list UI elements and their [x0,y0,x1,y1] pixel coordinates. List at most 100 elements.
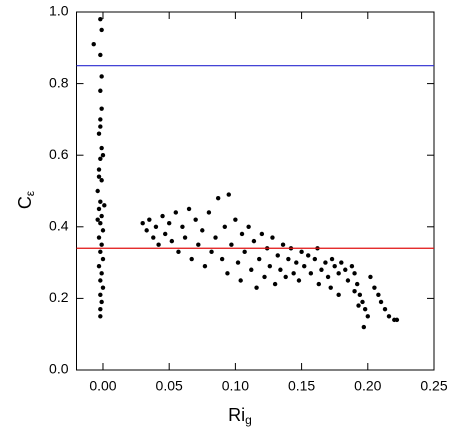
x-tick-label: 0.15 [288,378,315,394]
point [176,249,181,255]
point [95,188,100,194]
x-label-sub: g [245,413,252,427]
point [96,235,102,240]
point [345,278,351,283]
point [259,231,265,237]
point [316,281,322,287]
point [286,256,291,262]
point [349,263,355,269]
point [386,314,392,319]
point [308,271,314,276]
point [365,314,370,319]
point [394,317,400,323]
point [151,235,156,240]
point [299,249,304,255]
point [144,228,149,233]
x-tick-label: 0.00 [89,378,116,394]
point [189,256,194,262]
point [160,213,165,219]
point [233,217,238,222]
x-tick-label: 0.20 [354,378,381,394]
point [99,213,104,219]
point [275,253,280,258]
point [328,285,333,290]
point [332,263,337,269]
point [98,117,103,122]
y-tick-label: 0.4 [49,218,69,234]
point [382,306,388,312]
point [378,299,384,305]
point [319,267,324,272]
point [95,217,100,222]
point [372,285,377,290]
point [186,206,192,212]
y-tick-label: 0.6 [49,146,69,162]
point [323,260,328,265]
point [336,292,341,298]
y-tick-label: 0.2 [49,289,69,305]
point [98,306,103,312]
point [246,224,251,229]
point [91,42,96,47]
point [249,267,254,272]
point [180,224,185,229]
point [96,263,102,269]
point [200,228,205,233]
point [294,260,299,265]
y-axis-label: Cε [15,190,37,209]
point [98,52,103,58]
point [169,238,175,244]
x-tick-label: 0.25 [420,378,447,394]
point [361,324,367,330]
point [336,271,341,276]
point [376,292,381,298]
point [368,274,373,280]
point [291,271,296,276]
point [99,106,104,111]
point [98,249,103,255]
point [173,210,179,215]
point [99,74,104,79]
y-label-sub: ε [23,190,37,196]
point [96,174,102,179]
point [100,285,106,290]
point [280,242,286,247]
point [257,256,262,262]
point [272,281,278,287]
point [153,224,159,229]
point [239,231,245,237]
point [98,124,103,129]
point [254,285,259,290]
point [229,242,234,247]
y-tick-label: 0.0 [49,361,69,377]
point [100,228,106,233]
point [226,192,231,197]
point [166,221,172,226]
point [98,16,103,22]
point [96,131,102,136]
point [267,263,273,269]
point [98,278,103,283]
point [98,292,103,298]
point [196,242,201,247]
point [251,238,257,244]
point [182,235,188,240]
point [329,256,335,262]
point [238,278,243,283]
point [99,242,104,247]
point [100,153,106,158]
point [213,235,218,240]
x-axis-label: Rig [228,405,252,427]
x-tick-label: 0.05 [156,378,183,394]
point [278,267,283,272]
x-tick-label: 0.10 [222,378,249,394]
point [98,314,103,319]
point [98,88,103,93]
point [100,256,106,262]
point [362,306,368,312]
point [235,260,241,265]
point [209,249,214,255]
point [98,221,103,226]
point [219,256,225,262]
point [302,263,307,269]
